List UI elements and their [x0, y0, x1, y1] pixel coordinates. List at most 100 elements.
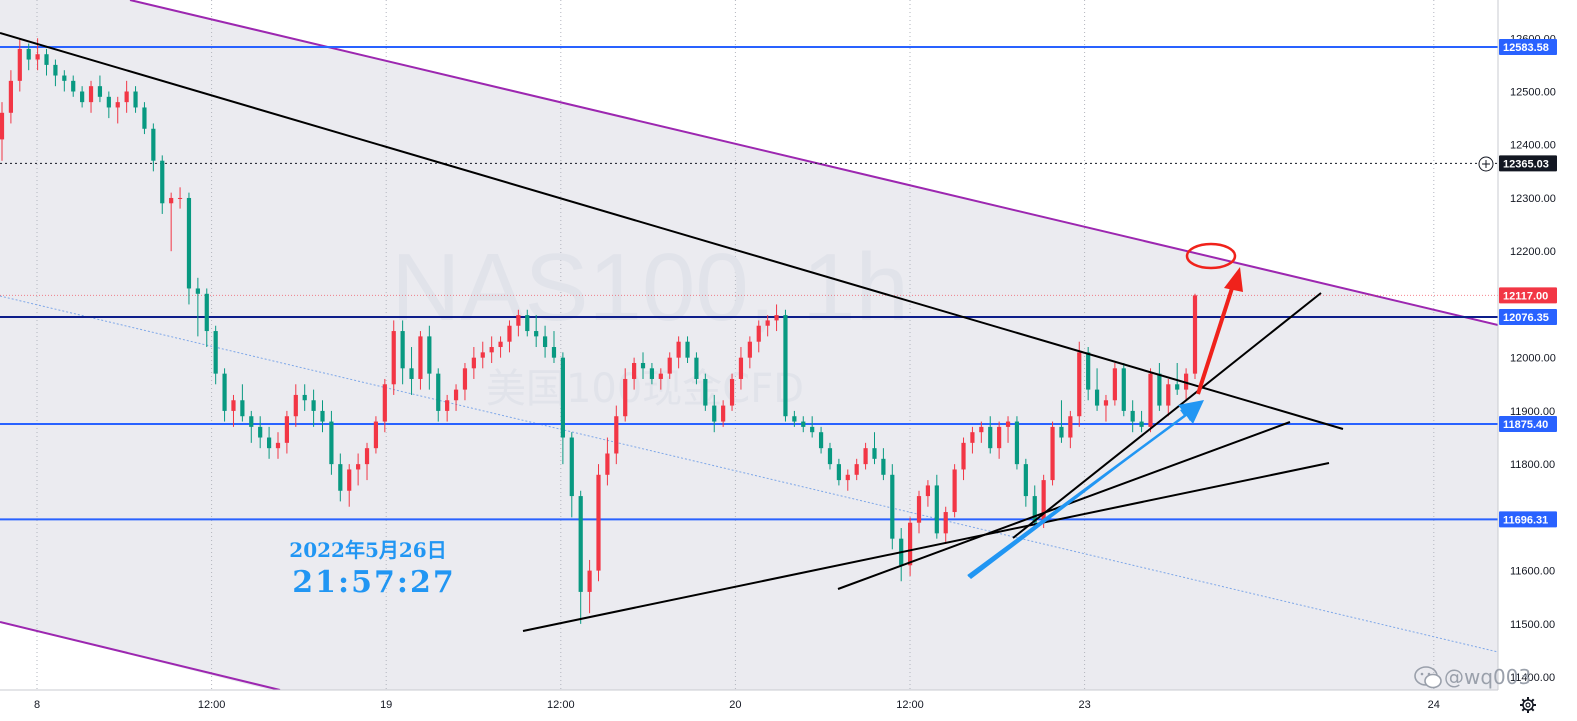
trendline-support-3[interactable]	[1012, 292, 1322, 539]
candle[interactable]	[934, 474, 939, 539]
candle[interactable]	[578, 490, 583, 624]
candle[interactable]	[427, 325, 432, 390]
candle[interactable]	[1166, 378, 1171, 417]
candle[interactable]	[881, 448, 886, 481]
candle[interactable]	[525, 309, 530, 337]
candle[interactable]	[632, 357, 637, 390]
candle[interactable]	[783, 309, 788, 422]
candle[interactable]	[863, 442, 868, 470]
candle[interactable]	[818, 426, 824, 454]
candle[interactable]	[1050, 421, 1055, 486]
candle[interactable]	[605, 437, 610, 486]
candle[interactable]	[471, 347, 476, 379]
candle[interactable]	[44, 48, 49, 76]
candle[interactable]	[587, 559, 592, 614]
candle[interactable]	[1023, 458, 1028, 507]
candle[interactable]	[445, 394, 450, 422]
candle[interactable]	[400, 320, 405, 385]
candle[interactable]	[453, 384, 459, 411]
candle[interactable]	[703, 373, 708, 411]
candlestick-series[interactable]	[0, 38, 1198, 624]
candle[interactable]	[53, 59, 58, 87]
candle[interactable]	[774, 304, 779, 332]
candle[interactable]	[71, 75, 76, 97]
candle[interactable]	[284, 410, 289, 454]
candle[interactable]	[845, 469, 850, 491]
candle[interactable]	[320, 400, 325, 433]
target-ellipse[interactable]	[1185, 242, 1237, 270]
candle[interactable]	[1192, 293, 1198, 379]
candle[interactable]	[507, 320, 512, 353]
candle[interactable]	[231, 394, 236, 427]
candle[interactable]	[391, 320, 396, 395]
candle[interactable]	[436, 368, 441, 422]
candle[interactable]	[293, 384, 298, 427]
candle[interactable]	[1121, 362, 1126, 417]
candle[interactable]	[275, 432, 281, 459]
candle[interactable]	[1148, 368, 1153, 433]
candle[interactable]	[1014, 416, 1020, 470]
candle[interactable]	[1059, 400, 1064, 443]
candle[interactable]	[721, 400, 726, 427]
time-axis[interactable]	[0, 690, 1577, 721]
candle[interactable]	[480, 341, 485, 369]
candle[interactable]	[1175, 362, 1180, 395]
candle[interactable]	[1183, 368, 1189, 401]
candle[interactable]	[979, 421, 984, 443]
candle[interactable]	[756, 320, 761, 353]
candle[interactable]	[658, 368, 663, 390]
candle[interactable]	[142, 102, 147, 135]
candle[interactable]	[1103, 394, 1109, 422]
candle[interactable]	[872, 432, 877, 465]
price-axis[interactable]	[1498, 0, 1577, 690]
candle[interactable]	[1094, 368, 1100, 411]
candle[interactable]	[916, 490, 922, 534]
candle[interactable]	[8, 70, 14, 124]
candle[interactable]	[970, 426, 975, 454]
candle[interactable]	[80, 86, 85, 108]
candle[interactable]	[685, 336, 690, 363]
candle[interactable]	[26, 43, 31, 71]
candle[interactable]	[17, 38, 22, 92]
candle[interactable]	[943, 506, 948, 544]
candle[interactable]	[614, 405, 619, 465]
candle[interactable]	[356, 453, 361, 486]
candle[interactable]	[124, 80, 129, 113]
candle[interactable]	[534, 315, 539, 348]
candle[interactable]	[418, 331, 423, 390]
candle[interactable]	[97, 75, 103, 103]
candle[interactable]	[347, 464, 352, 507]
candle[interactable]	[952, 464, 957, 518]
channel-lower-line[interactable]	[0, 621, 281, 690]
candle[interactable]	[213, 325, 218, 385]
candle[interactable]	[765, 315, 770, 337]
candle[interactable]	[1005, 416, 1011, 443]
red-arrow-annotation[interactable]	[1196, 267, 1243, 395]
trendline-support-1[interactable]	[522, 462, 1330, 632]
candle[interactable]	[62, 70, 67, 92]
candle[interactable]	[747, 336, 752, 369]
candle[interactable]	[1139, 410, 1144, 433]
candle[interactable]	[569, 432, 574, 518]
candle[interactable]	[596, 464, 601, 582]
candle[interactable]	[329, 410, 334, 475]
candle[interactable]	[151, 123, 156, 172]
candle[interactable]	[961, 437, 966, 481]
plus-circle-icon[interactable]	[1478, 156, 1494, 172]
candle[interactable]	[623, 368, 628, 422]
candle[interactable]	[133, 86, 138, 113]
candle[interactable]	[0, 102, 5, 161]
candle[interactable]	[311, 389, 316, 427]
candle[interactable]	[997, 421, 1002, 459]
candle[interactable]	[489, 336, 494, 363]
candle[interactable]	[169, 192, 174, 252]
channel-upper-line[interactable]	[129, 0, 1498, 326]
candle[interactable]	[88, 80, 94, 113]
candle[interactable]	[382, 378, 387, 433]
candle[interactable]	[1157, 362, 1162, 411]
candle[interactable]	[1130, 400, 1135, 433]
candle[interactable]	[204, 288, 209, 348]
candle[interactable]	[222, 368, 227, 422]
